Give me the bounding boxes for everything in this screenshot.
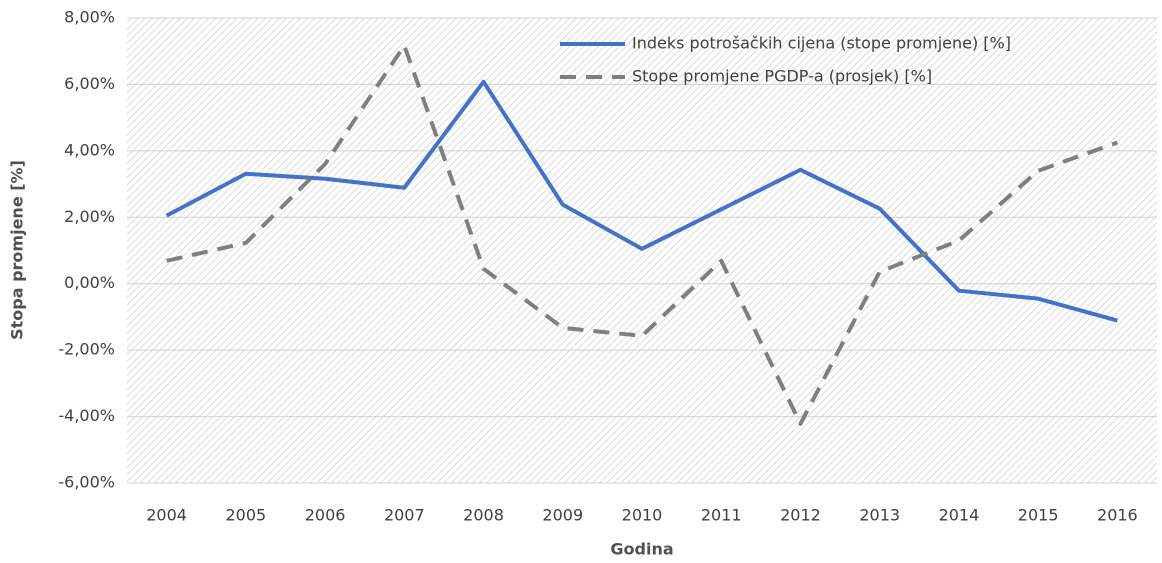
x-tick-label: 2016 — [1097, 506, 1138, 525]
legend-label: Indeks potrošačkih cijena (stope promjen… — [632, 34, 1011, 53]
y-tick-label: -4,00% — [58, 406, 115, 425]
y-tick-label: 8,00% — [64, 8, 115, 27]
y-tick-label: -2,00% — [58, 340, 115, 359]
legend-label: Stope promjene PGDP-a (prosjek) [%] — [632, 67, 932, 86]
x-tick-label: 2011 — [701, 506, 742, 525]
y-tick-label: 0,00% — [64, 273, 115, 292]
x-tick-label: 2009 — [542, 506, 583, 525]
series-line — [165, 79, 1118, 323]
x-tick-label: 2015 — [1018, 506, 1059, 525]
x-tick-label: 2014 — [939, 506, 980, 525]
y-tick-label: 4,00% — [64, 140, 115, 159]
y-tick-label: -6,00% — [58, 473, 115, 492]
x-tick-label: 2004 — [146, 506, 187, 525]
series-line — [166, 43, 1119, 426]
y-tick-label: 2,00% — [64, 207, 115, 226]
x-tick-label: 2010 — [622, 506, 663, 525]
x-tick-label: 2013 — [859, 506, 900, 525]
x-tick-label: 2005 — [225, 506, 266, 525]
x-axis-title: Godina — [610, 540, 673, 559]
y-tick-label: 6,00% — [64, 74, 115, 93]
y-axis-title: Stopa promjene [%] — [8, 160, 27, 340]
x-tick-label: 2008 — [463, 506, 504, 525]
x-tick-label: 2006 — [305, 506, 346, 525]
x-tick-label: 2007 — [384, 506, 425, 525]
x-tick-label: 2012 — [780, 506, 821, 525]
